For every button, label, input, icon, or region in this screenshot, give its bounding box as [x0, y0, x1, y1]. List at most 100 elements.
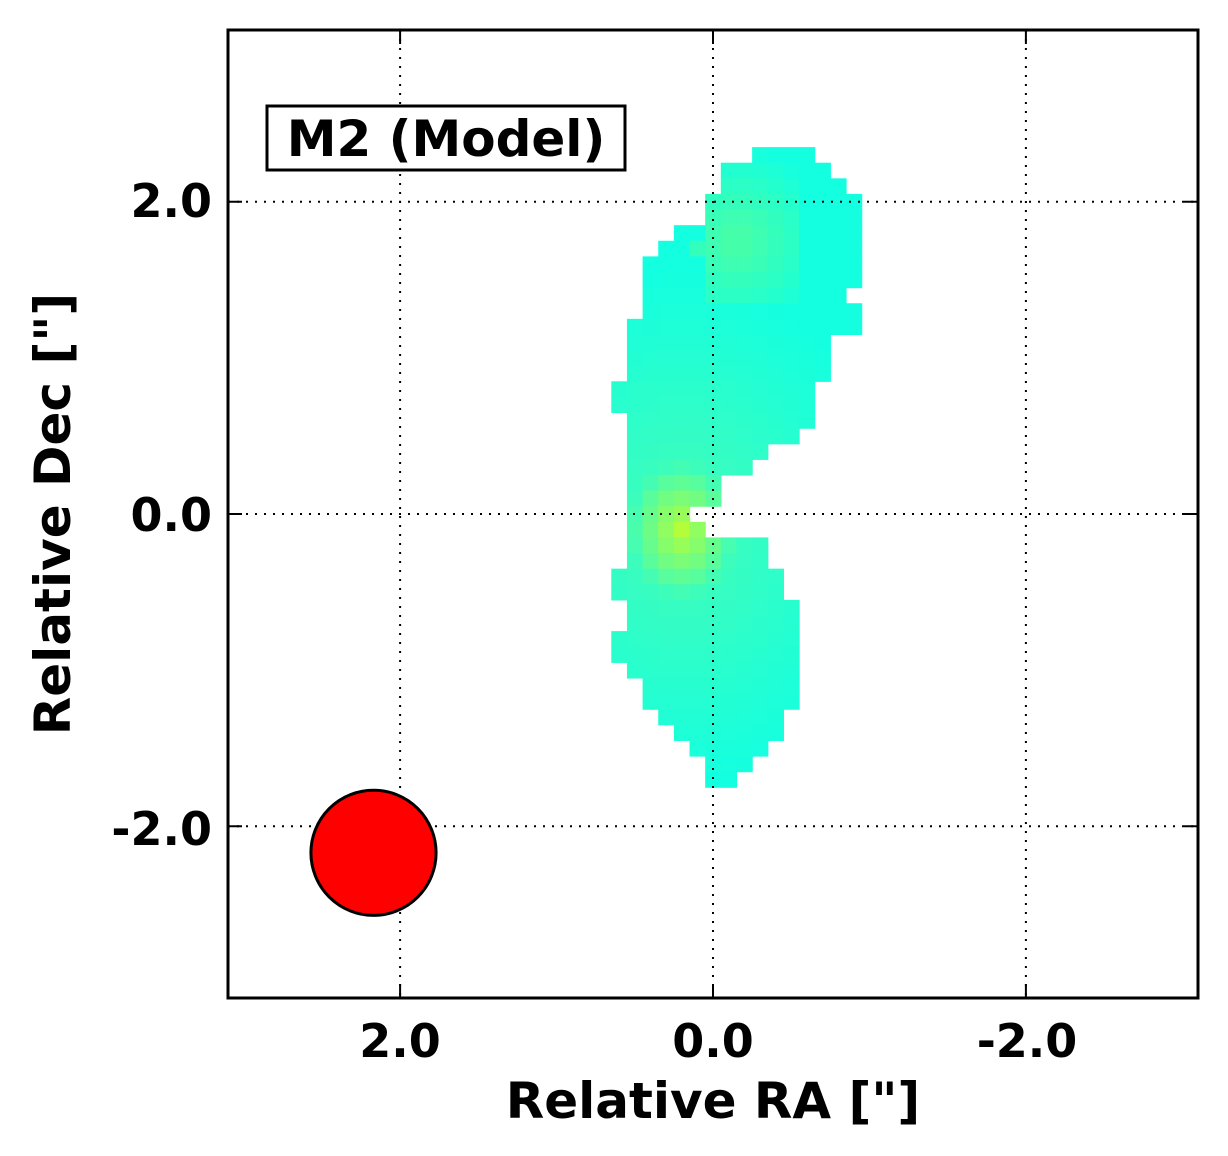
emission-pixel [736, 381, 753, 398]
emission-pixel [705, 412, 722, 429]
emission-pixel [783, 240, 800, 257]
emission-pixel [626, 443, 644, 460]
emission-pixel [642, 677, 659, 695]
emission-pixel [673, 240, 691, 257]
emission-pixel [799, 334, 816, 351]
emission-pixel [752, 662, 769, 679]
emission-pixel [673, 318, 691, 336]
emission-pixel [658, 318, 675, 336]
emission-pixel [783, 381, 800, 398]
emission-pixel [705, 240, 722, 257]
emission-pixel [658, 693, 675, 710]
emission-pixel [626, 584, 644, 601]
emission-pixel [752, 724, 769, 741]
emission-pixel [658, 272, 675, 289]
emission-pixel [673, 631, 691, 648]
emission-pixel [689, 553, 706, 570]
emission-pixel [673, 506, 691, 523]
emission-pixel [845, 256, 863, 273]
emission-pixel [626, 396, 644, 414]
emission-pixel [752, 365, 769, 382]
emission-pixel [767, 334, 785, 351]
emission-pixel [626, 318, 644, 336]
emission-pixel [830, 318, 847, 336]
emission-pixel [830, 178, 847, 195]
x-tick-label: 0.0 [672, 1014, 754, 1068]
emission-pixel [720, 287, 738, 304]
emission-pixel [626, 521, 644, 539]
emission-pixel [720, 162, 738, 179]
emission-pixel [705, 225, 722, 242]
emission-pixel [720, 459, 738, 476]
emission-pixel [720, 178, 738, 195]
emission-pixel [705, 568, 722, 585]
emission-pixel [752, 677, 769, 695]
emission-pixel [642, 256, 659, 273]
emission-pixel [658, 490, 675, 507]
emission-pixel [689, 334, 706, 351]
emission-pixel [720, 428, 738, 445]
emission-pixel [658, 381, 675, 398]
emission-pixel [642, 303, 659, 320]
emission-pixel [720, 537, 738, 554]
emission-pixel [720, 350, 738, 367]
emission-pixel [767, 365, 785, 382]
emission-pixel [689, 272, 706, 289]
emission-pixel [767, 615, 785, 632]
emission-pixel [783, 178, 800, 195]
emission-pixel [658, 553, 675, 570]
emission-pixel [611, 584, 628, 601]
emission-pixel [767, 396, 785, 414]
emission-pixel [783, 646, 800, 663]
emission-pixel [783, 428, 800, 445]
y-tick-label: 0.0 [131, 488, 213, 542]
emission-pixel [736, 162, 753, 179]
emission-pixel [736, 318, 753, 336]
emission-pixel [658, 677, 675, 695]
emission-pixel [626, 474, 644, 492]
emission-pixel [642, 506, 659, 523]
emission-pixel [705, 381, 722, 398]
emission-pixel [673, 474, 691, 492]
emission-pixel [783, 287, 800, 304]
emission-pixel [767, 584, 785, 601]
emission-pixel [689, 662, 706, 679]
emission-pixel [767, 381, 785, 398]
emission-pixel [673, 396, 691, 414]
emission-pixel [720, 631, 738, 648]
emission-pixel [642, 443, 659, 460]
emission-pixel [705, 771, 722, 788]
emission-pixel [689, 396, 706, 414]
emission-pixel [720, 443, 738, 460]
emission-pixel [799, 256, 816, 273]
emission-pixel [705, 709, 722, 726]
emission-pixel [673, 553, 691, 570]
emission-pixel [658, 599, 675, 617]
emission-pixel [767, 209, 785, 226]
emission-pixel [720, 381, 738, 398]
emission-pixel [642, 615, 659, 632]
emission-pixel [736, 709, 753, 726]
emission-pixel [830, 209, 847, 226]
emission-pixel [752, 396, 769, 414]
emission-pixel [830, 303, 847, 320]
emission-pixel [720, 709, 738, 726]
emission-pixel [830, 256, 847, 273]
emission-pixel [767, 693, 785, 710]
emission-pixel [626, 334, 644, 351]
emission-pixel [626, 350, 644, 367]
emission-pixel [611, 396, 628, 414]
emission-pixel [767, 568, 785, 585]
emission-pixel [752, 225, 769, 242]
emission-pixel [736, 412, 753, 429]
emission-pixel [658, 365, 675, 382]
emission-pixel [783, 225, 800, 242]
emission-pixel [626, 553, 644, 570]
emission-pixel [767, 303, 785, 320]
emission-pixel [705, 474, 722, 492]
emission-pixel [705, 318, 722, 336]
emission-pixel [658, 631, 675, 648]
emission-pixel [689, 568, 706, 585]
emission-pixel [626, 506, 644, 523]
emission-pixel [783, 365, 800, 382]
